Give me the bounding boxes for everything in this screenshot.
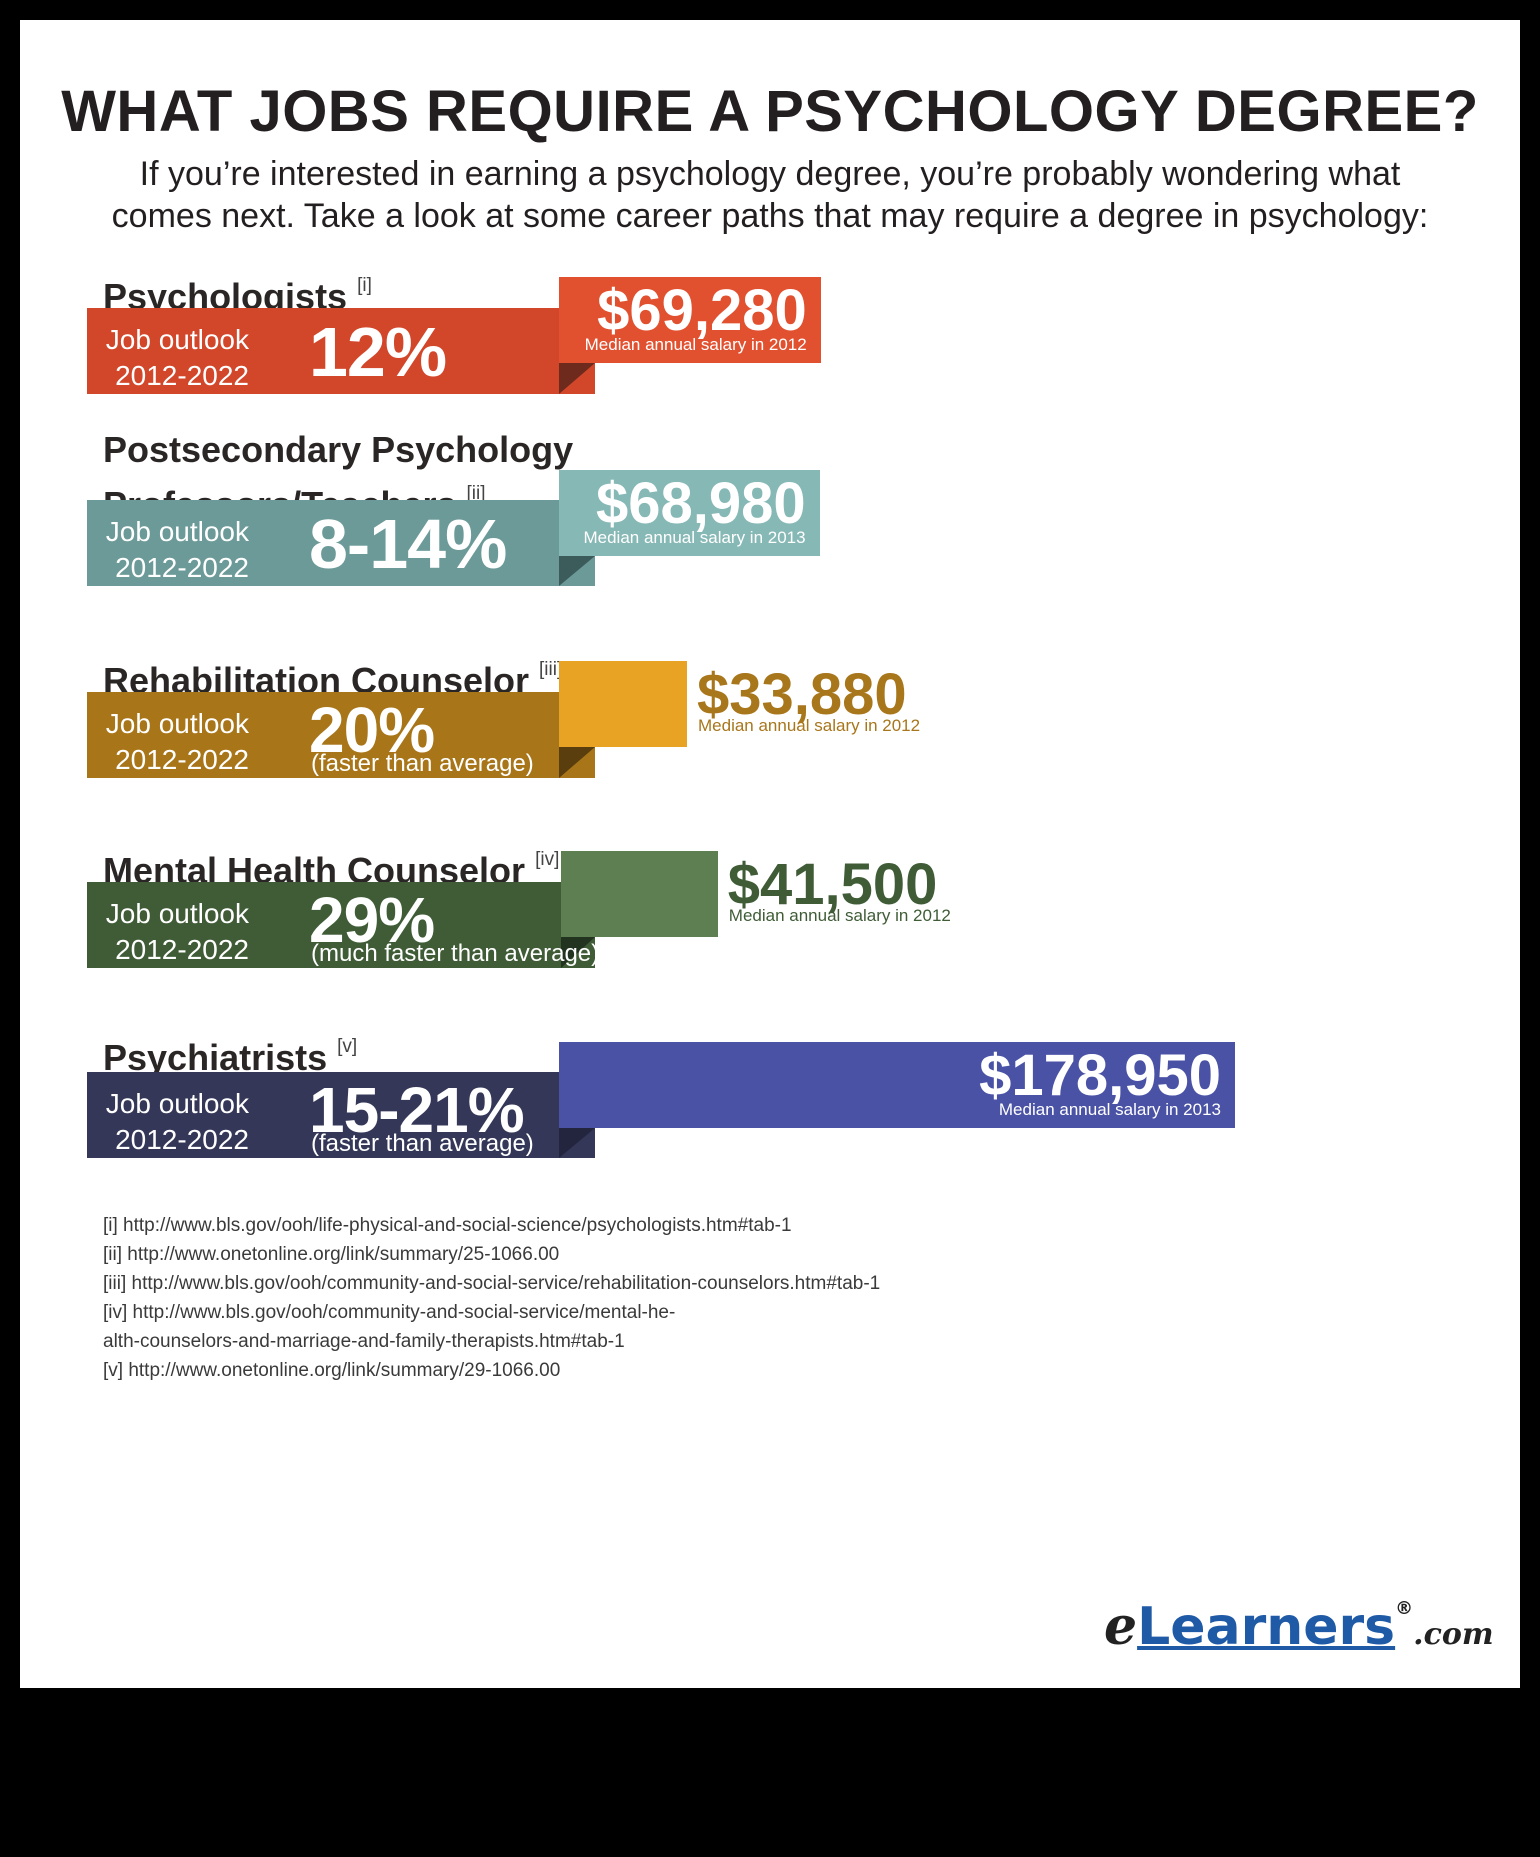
salary-note: Median annual salary in 2012 xyxy=(728,906,951,925)
footnote: [iii] http://www.bls.gov/ooh/community-a… xyxy=(103,1273,881,1294)
salary-bar xyxy=(559,277,821,363)
salary-amount: $178,950 xyxy=(979,1043,1221,1108)
job-outlook-label: Job outlook 2012-2022 xyxy=(87,896,249,968)
logo-prefix: e xyxy=(1104,1596,1138,1657)
job-outlook-caption: Job outlook xyxy=(105,516,249,547)
job-outlook-bar: Job outlook 2012-2022 15-21% (faster than a… xyxy=(87,1072,559,1158)
job-outlook-value: 12% xyxy=(309,313,447,391)
job-outlook-caption: Job outlook xyxy=(105,898,249,929)
job-outlook-value: 29% xyxy=(309,884,435,956)
job-outlook-period: 2012-2022 xyxy=(115,360,249,391)
salary-note: Median annual salary in 2013 xyxy=(583,528,806,547)
job-outlook-label: Job outlook 2012-2022 xyxy=(87,706,249,778)
ribbon-fold xyxy=(561,937,595,968)
footnote: [i] http://www.bls.gov/ooh/life-physical… xyxy=(103,1215,792,1236)
ribbon-fold xyxy=(559,747,595,778)
job-outlook-value: 20% xyxy=(309,694,435,766)
salary-amount: $33,880 xyxy=(697,662,907,727)
job-outlook-bar: Job outlook 2012-2022 29% (much faster than… xyxy=(87,882,599,968)
subtitle-line-1: If you’re interested in earning a psycho… xyxy=(139,155,1401,193)
job-outlook-period: 2012-2022 xyxy=(115,552,249,583)
salary-note: Median annual salary in 2012 xyxy=(584,335,807,354)
footnote-ref: [ii] xyxy=(466,483,486,504)
footnote-ref: [iii] xyxy=(539,659,563,680)
career-title-text: Psychiatrists xyxy=(103,1037,328,1078)
job-outlook-bar: Job outlook 2012-2022 12% xyxy=(87,308,559,394)
career-title-line-1: Postsecondary Psychology xyxy=(103,429,574,470)
salary-note: Median annual salary in 2013 xyxy=(998,1100,1221,1119)
footnote: [iv] http://www.bls.gov/ooh/community-an… xyxy=(103,1302,676,1323)
ribbon-fold xyxy=(559,556,595,586)
salary-note: Median annual salary in 2012 xyxy=(698,716,921,735)
salary-bar xyxy=(559,470,820,556)
job-outlook-bar: Job outlook 2012-2022 8-14% xyxy=(87,500,559,586)
ribbon-fold xyxy=(559,1128,595,1158)
elearners-logo: eLearners®.com xyxy=(1104,1596,1494,1657)
job-outlook-note: (faster than average) xyxy=(311,750,534,777)
salary-amount: $69,280 xyxy=(597,278,807,343)
job-outlook-period: 2012-2022 xyxy=(115,934,249,965)
salary-amount: $41,500 xyxy=(727,852,938,917)
job-outlook-label: Job outlook 2012-2022 xyxy=(87,514,249,586)
logo-suffix: .com xyxy=(1413,1617,1494,1652)
job-outlook-value: 8-14% xyxy=(309,505,507,583)
job-outlook-caption: Job outlook xyxy=(105,1088,249,1119)
subtitle-line-2: comes next. Take a look at some career p… xyxy=(111,197,1429,235)
salary-bar xyxy=(559,661,687,747)
footnote-ref: [i] xyxy=(357,275,372,296)
job-outlook-caption: Job outlook xyxy=(105,324,249,355)
footnote: [ii] http://www.onetonline.org/link/summ… xyxy=(103,1244,560,1265)
job-outlook-caption: Job outlook xyxy=(105,708,249,739)
footnote-ref: [iv] xyxy=(535,849,560,870)
page-title: WHAT JOBS REQUIRE A PSYCHOLOGY DEGREE? xyxy=(61,79,1479,144)
footnote: [v] http://www.onetonline.org/link/summa… xyxy=(103,1360,561,1381)
job-outlook-period: 2012-2022 xyxy=(115,744,249,775)
job-outlook-note: (faster than average) xyxy=(311,1130,534,1157)
ribbon-fold xyxy=(559,363,595,394)
job-outlook-value: 15-21% xyxy=(309,1074,525,1146)
salary-amount: $68,980 xyxy=(595,471,806,536)
footnote: alth-counselors-and-marriage-and-family-… xyxy=(103,1331,625,1352)
job-outlook-note: (much faster than average) xyxy=(311,940,600,967)
career-title: Psychiatrists [v] xyxy=(103,1025,357,1080)
job-outlook-period: 2012-2022 xyxy=(115,1124,249,1155)
salary-bar xyxy=(561,851,718,937)
page-subtitle: If you’re interested in earning a psycho… xyxy=(60,153,1480,237)
footnote-ref: [v] xyxy=(337,1036,358,1057)
logo-registered-mark: ® xyxy=(1395,1598,1414,1619)
salary-bar xyxy=(559,1042,1235,1128)
job-outlook-bar: Job outlook 2012-2022 20% (faster than aver… xyxy=(87,692,559,778)
job-outlook-label: Job outlook 2012-2022 xyxy=(87,322,249,394)
job-outlook-label: Job outlook 2012-2022 xyxy=(87,1086,249,1158)
infographic-canvas: WHAT JOBS REQUIRE A PSYCHOLOGY DEGREE? I… xyxy=(20,20,1520,1688)
logo-brand: Learners xyxy=(1137,1597,1396,1657)
